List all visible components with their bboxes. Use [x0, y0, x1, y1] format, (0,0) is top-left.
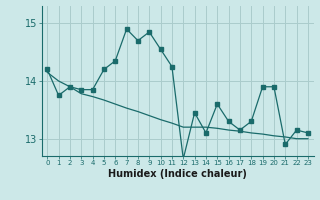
X-axis label: Humidex (Indice chaleur): Humidex (Indice chaleur): [108, 169, 247, 179]
